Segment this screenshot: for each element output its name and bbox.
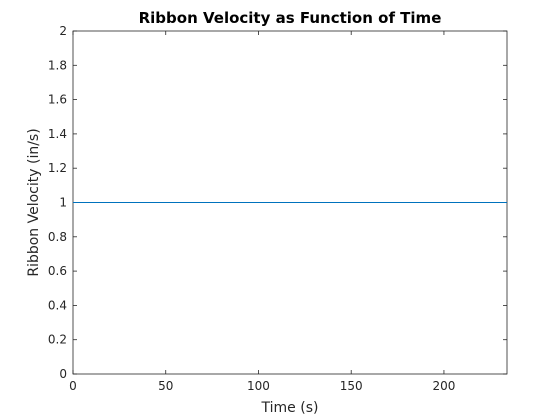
y-tick-label: 1.6: [48, 93, 67, 107]
y-tick-label: 1.4: [48, 127, 67, 141]
x-tick-label: 200: [432, 379, 455, 393]
y-axis: 0 0.2 0.4 0.6 0.8 1 1.2 1.4 1.6 1.8 2: [48, 24, 507, 381]
y-axis-label: Ribbon Velocity (in/s): [26, 128, 42, 276]
x-axis: 0 50 100 150 200: [69, 31, 455, 393]
x-tick-label: 50: [158, 379, 173, 393]
x-tick-label: 0: [69, 379, 77, 393]
y-tick-label: 0: [59, 367, 67, 381]
x-tick-label: 100: [247, 379, 270, 393]
x-tick-label: 150: [340, 379, 363, 393]
y-tick-label: 0.6: [48, 264, 67, 278]
y-tick-label: 1: [59, 196, 67, 210]
y-tick-label: 1.2: [48, 161, 67, 175]
x-axis-label: Time (s): [261, 400, 319, 416]
y-tick-label: 0.4: [48, 298, 67, 312]
y-tick-label: 1.8: [48, 58, 67, 72]
chart-title: Ribbon Velocity as Function of Time: [139, 9, 442, 27]
y-tick-label: 2: [59, 24, 67, 38]
y-tick-label: 0.8: [48, 230, 67, 244]
y-tick-label: 0.2: [48, 333, 67, 347]
